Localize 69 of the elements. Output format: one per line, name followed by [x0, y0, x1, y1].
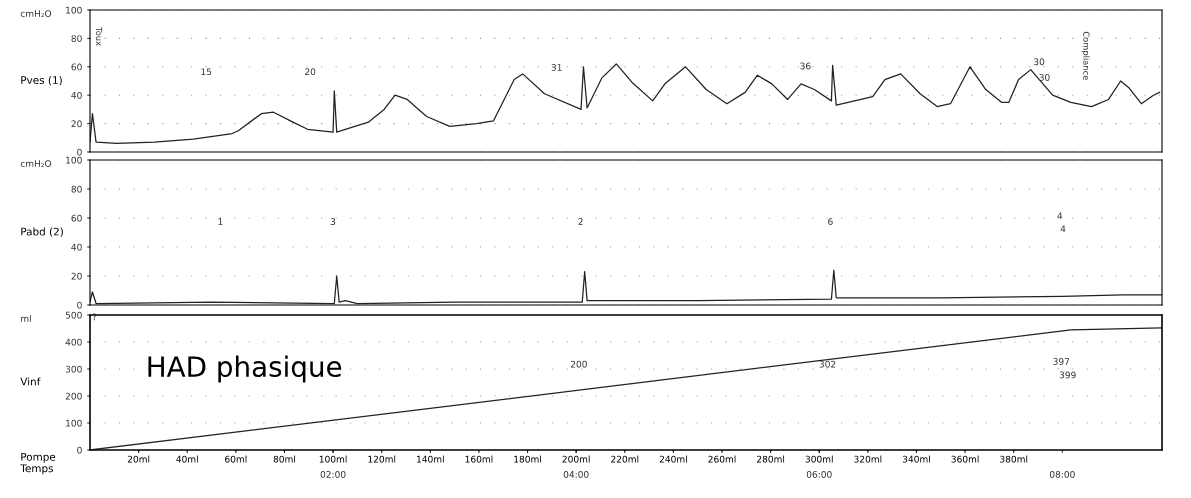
x2-tick-label: 240ml: [659, 455, 687, 463]
annotation: Compliance: [1081, 31, 1090, 80]
x-axis-title: Temps: [20, 464, 53, 475]
y-tick-label: 300: [65, 365, 82, 373]
annotation: 2: [578, 218, 583, 225]
y-tick-label: 100: [66, 156, 82, 164]
annotation: 20: [305, 68, 316, 76]
x2-tick-label: 20ml: [127, 455, 150, 463]
y-tick-label: 40: [71, 243, 82, 251]
x2-tick-label: 340ml: [902, 455, 930, 463]
y-tick-label: 0: [77, 148, 82, 156]
text: cmH₂O: [20, 160, 52, 167]
y-tick-label: 20: [71, 272, 82, 280]
annotation: ?: [92, 313, 97, 321]
y-tick-label: 20: [71, 120, 82, 128]
y-tick-label: 60: [71, 214, 82, 222]
annotation: 397: [1053, 358, 1070, 365]
annotation: 31: [551, 64, 562, 71]
x2-tick-label: 260ml: [708, 455, 736, 463]
annotation: 30: [1034, 58, 1045, 66]
x2-tick-label: 80ml: [273, 455, 296, 463]
x2-axis-title: Pompe: [21, 453, 56, 463]
annotation: 4: [1060, 225, 1066, 233]
x2-tick-label: 280ml: [757, 455, 785, 463]
annotation: 1: [218, 218, 223, 225]
x2-tick-label: 140ml: [417, 455, 444, 463]
y-tick-label: 0: [77, 301, 82, 309]
x-tick-label: 06:00: [806, 470, 832, 478]
x2-tick-label: 60ml: [225, 455, 247, 463]
text: ml: [21, 315, 31, 322]
y-tick-label: 200: [65, 392, 82, 400]
y-tick-label: 100: [66, 419, 82, 427]
text: cmH₂O: [20, 10, 52, 17]
x2-tick-label: 320ml: [854, 455, 882, 463]
x2-tick-label: 160ml: [465, 455, 493, 463]
annotation: 200: [570, 360, 587, 368]
x2-tick-label: 200ml: [562, 455, 590, 463]
annotation: 302: [819, 360, 836, 368]
y-tick-label: 500: [65, 311, 82, 319]
x-tick-label: 02:00: [320, 470, 346, 478]
annotation: Toux: [95, 27, 103, 46]
x2-tick-label: 220ml: [611, 455, 639, 463]
y-tick-label: 40: [71, 91, 82, 99]
x-tick-label: 04:00: [563, 470, 589, 478]
x2-tick-label: 380ml: [1000, 455, 1028, 463]
annotation: 6: [828, 218, 833, 225]
x-tick-label: 08:00: [1049, 470, 1075, 478]
x2-tick-label: 360ml: [951, 455, 979, 463]
annotation: 15: [201, 68, 212, 76]
x2-tick-label: 120ml: [368, 455, 396, 463]
y-axis-title: Vinf: [20, 377, 41, 386]
y-axis-title: Pabd (2): [21, 227, 63, 237]
y-tick-label: 80: [71, 35, 82, 42]
y-tick-label: 100: [66, 6, 82, 14]
x2-tick-label: 300ml: [805, 455, 833, 463]
annotation: 30: [1039, 73, 1050, 81]
y-tick-label: 0: [77, 446, 82, 454]
y-tick-label: 80: [71, 185, 82, 193]
y-axis-title: Pves (1): [21, 75, 62, 86]
y-tick-label: 60: [71, 63, 82, 71]
annotation: 3: [330, 218, 336, 225]
x2-tick-label: 40ml: [176, 455, 198, 463]
annotation: 4: [1057, 212, 1063, 220]
x2-tick-label: 100ml: [319, 455, 347, 463]
annotation: 36: [800, 62, 811, 70]
y-tick-label: 400: [65, 338, 82, 346]
x2-tick-label: 180ml: [514, 455, 541, 463]
annotation: HAD phasique: [148, 355, 342, 383]
annotation: 399: [1059, 371, 1076, 379]
